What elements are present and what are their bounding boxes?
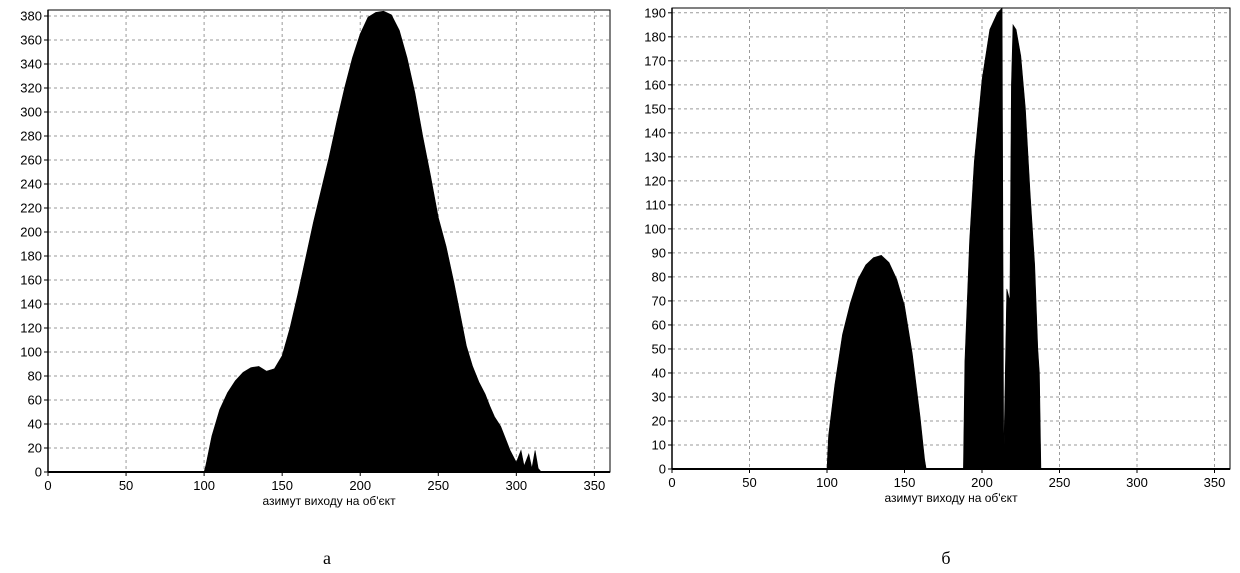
y-tick-label: 70 — [652, 293, 666, 308]
x-tick-label: 200 — [349, 478, 371, 493]
plot-frame — [671, 7, 1231, 470]
x-tick-label: 0 — [668, 475, 675, 490]
x-tick-label: 150 — [894, 475, 916, 490]
y-tick-label: 100 — [644, 221, 666, 236]
y-tick-label: 280 — [20, 129, 42, 144]
x-tick-label: 250 — [427, 478, 449, 493]
y-tick-label: 20 — [28, 441, 42, 456]
chart-panel-b: 0 50 100 150 200 250 300 350 0 10 20 30 40 50 60 70 80 90… — [622, 0, 1240, 573]
y-tick-label: 90 — [652, 245, 666, 260]
y-tick-label: 130 — [644, 149, 666, 164]
y-tick-label: 260 — [20, 153, 42, 168]
y-tick-label: 140 — [20, 297, 42, 312]
y-tick-label: 50 — [652, 341, 666, 356]
y-tick-label: 160 — [20, 273, 42, 288]
y-tick-label: 30 — [652, 389, 666, 404]
panel-caption-b: б — [941, 548, 951, 568]
y-tick-label: 40 — [652, 365, 666, 380]
histogram-chart-b: 0 50 100 150 200 250 300 350 0 10 20 30 40 50 60 70 80 90… — [644, 5, 1231, 505]
histogram-area — [672, 7, 1230, 470]
y-tick-label: 190 — [644, 5, 666, 20]
x-tick-label: 150 — [271, 478, 293, 493]
y-tick-label: 120 — [20, 321, 42, 336]
y-tick-label: 140 — [644, 125, 666, 140]
y-tick-label: 240 — [20, 177, 42, 192]
y-tick-label: 320 — [20, 81, 42, 96]
y-tick-label: 80 — [652, 269, 666, 284]
x-tick-label: 350 — [1204, 475, 1226, 490]
x-tick-label: 0 — [44, 478, 51, 493]
y-tick-label: 120 — [644, 173, 666, 188]
y-tick-label: 360 — [20, 33, 42, 48]
y-tick-label: 100 — [20, 345, 42, 360]
x-tick-label: 50 — [742, 475, 756, 490]
y-tick-label: 80 — [28, 369, 42, 384]
y-tick-label: 10 — [652, 437, 666, 452]
y-tick-label: 150 — [644, 101, 666, 116]
histogram-chart-a: 0 50 100 150 200 250 300 350 0 20 40 60 80 100 120 140 1… — [20, 9, 611, 508]
y-tick-label: 60 — [28, 393, 42, 408]
y-tick-label: 20 — [652, 413, 666, 428]
y-tick-label: 160 — [644, 77, 666, 92]
y-tick-label: 60 — [652, 317, 666, 332]
y-tick-label: 180 — [644, 29, 666, 44]
x-axis-label: азимут виходу на об'єкт — [884, 491, 1018, 505]
y-tick-label: 300 — [20, 105, 42, 120]
y-tick-label: 170 — [644, 53, 666, 68]
y-tick-label: 340 — [20, 57, 42, 72]
x-tick-label: 300 — [505, 478, 527, 493]
y-tick-label: 200 — [20, 225, 42, 240]
x-tick-label: 200 — [971, 475, 993, 490]
x-tick-label: 350 — [584, 478, 606, 493]
y-tick-label: 180 — [20, 249, 42, 264]
x-tick-label: 50 — [119, 478, 133, 493]
x-tick-label: 100 — [816, 475, 838, 490]
y-tick-label: 220 — [20, 201, 42, 216]
y-tick-label: 110 — [645, 197, 666, 212]
y-tick-label: 40 — [28, 417, 42, 432]
y-tick-label: 0 — [659, 462, 666, 477]
x-tick-label: 250 — [1049, 475, 1071, 490]
chart-panel-a: 0 50 100 150 200 250 300 350 0 20 40 60 80 100 120 140 1… — [20, 9, 611, 568]
y-tick-label: 0 — [35, 465, 42, 480]
x-axis-label: азимут виходу на об'єкт — [262, 494, 396, 508]
x-tick-label: 100 — [193, 478, 215, 493]
y-tick-label: 380 — [20, 9, 42, 24]
x-tick-label: 300 — [1126, 475, 1148, 490]
panel-caption-a: а — [323, 548, 331, 568]
histogram-area — [48, 10, 610, 473]
